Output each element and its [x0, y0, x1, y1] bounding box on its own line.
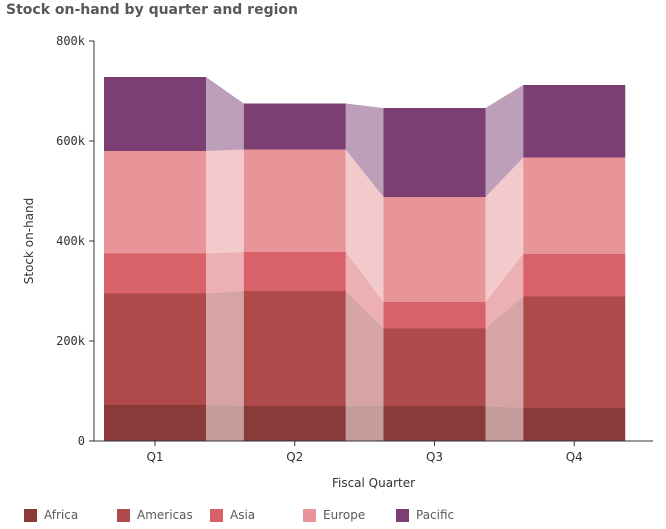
bar-pacific-q4[interactable] — [523, 85, 626, 158]
connector-bands — [206, 77, 524, 441]
y-tick-label: 0 — [78, 434, 85, 448]
x-tick-label: Q2 — [286, 450, 303, 464]
legend-item-asia[interactable]: Asia — [210, 506, 255, 524]
connector-band-asia-q1-q2 — [206, 252, 244, 294]
bar-africa-q1[interactable] — [104, 405, 206, 441]
connector-band-americas-q1-q2 — [206, 291, 244, 406]
y-tick-label: 800k — [56, 34, 86, 48]
bar-europe-q3[interactable] — [383, 197, 486, 302]
legend-label: Asia — [230, 508, 256, 522]
bar-americas-q2[interactable] — [243, 291, 346, 406]
chart-title: Stock on-hand by quarter and region — [6, 2, 298, 18]
legend-item-americas[interactable]: Americas — [117, 506, 193, 524]
bar-americas-q4[interactable] — [523, 296, 626, 409]
legend-swatch — [396, 508, 409, 522]
connector-band-europe-q1-q2 — [206, 149, 244, 254]
y-axis-title: Stock on-hand — [22, 198, 36, 284]
legend-item-pacific[interactable]: Pacific — [396, 506, 454, 524]
legend-swatch — [24, 508, 37, 522]
bar-africa-q3[interactable] — [383, 406, 486, 441]
connector-band-americas-q2-q3 — [345, 291, 384, 406]
bar-asia-q1[interactable] — [104, 253, 206, 294]
bars-group — [104, 77, 626, 441]
y-tick-label: 600k — [56, 134, 86, 148]
bar-americas-q1[interactable] — [104, 293, 206, 406]
y-tick-label: 400k — [56, 234, 86, 248]
connector-band-africa-q2-q3 — [345, 406, 384, 441]
connector-band-pacific-q2-q3 — [345, 103, 384, 197]
chart-legend: Africa Americas Asia Europe Pacific — [24, 506, 644, 524]
legend-label: Americas — [137, 508, 193, 522]
connector-band-europe-q2-q3 — [345, 149, 384, 302]
bar-europe-q4[interactable] — [523, 157, 626, 255]
bar-europe-q2[interactable] — [243, 149, 346, 253]
x-tick-label: Q3 — [426, 450, 443, 464]
connector-band-pacific-q1-q2 — [206, 77, 244, 151]
bar-americas-q3[interactable] — [383, 328, 486, 407]
bar-asia-q2[interactable] — [243, 252, 346, 291]
connector-band-africa-q3-q4 — [485, 406, 524, 441]
connector-band-asia-q3-q4 — [485, 254, 524, 329]
legend-swatch — [210, 508, 223, 522]
connector-band-pacific-q3-q4 — [485, 85, 524, 197]
bar-asia-q4[interactable] — [523, 254, 626, 297]
bar-europe-q1[interactable] — [104, 151, 206, 254]
legend-label: Europe — [323, 508, 366, 522]
connector-band-asia-q2-q3 — [345, 252, 384, 329]
connector-band-africa-q1-q2 — [206, 405, 244, 441]
bar-africa-q2[interactable] — [243, 406, 346, 441]
bar-africa-q4[interactable] — [523, 408, 626, 441]
x-tick-label: Q1 — [146, 450, 163, 464]
legend-swatch — [117, 508, 130, 522]
legend-item-europe[interactable]: Europe — [303, 506, 365, 524]
x-tick-label: Q4 — [566, 450, 583, 464]
legend-swatch — [303, 508, 316, 522]
connector-band-americas-q3-q4 — [485, 296, 524, 408]
connector-band-europe-q3-q4 — [485, 157, 524, 302]
legend-label: Africa — [44, 508, 79, 522]
y-tick-label: 200k — [56, 334, 86, 348]
x-axis-title: Fiscal Quarter — [332, 476, 415, 490]
x-ticks-group: Q1 Q2 Q3 Q4 — [146, 441, 583, 464]
y-ticks-group: 0 200k 400k 600k 800k — [56, 34, 94, 448]
legend-item-africa[interactable]: Africa — [24, 506, 78, 524]
bar-pacific-q2[interactable] — [243, 103, 346, 150]
bar-asia-q3[interactable] — [383, 302, 486, 329]
bar-pacific-q1[interactable] — [104, 77, 206, 151]
bar-pacific-q3[interactable] — [383, 108, 486, 197]
legend-label: Pacific — [416, 508, 455, 522]
